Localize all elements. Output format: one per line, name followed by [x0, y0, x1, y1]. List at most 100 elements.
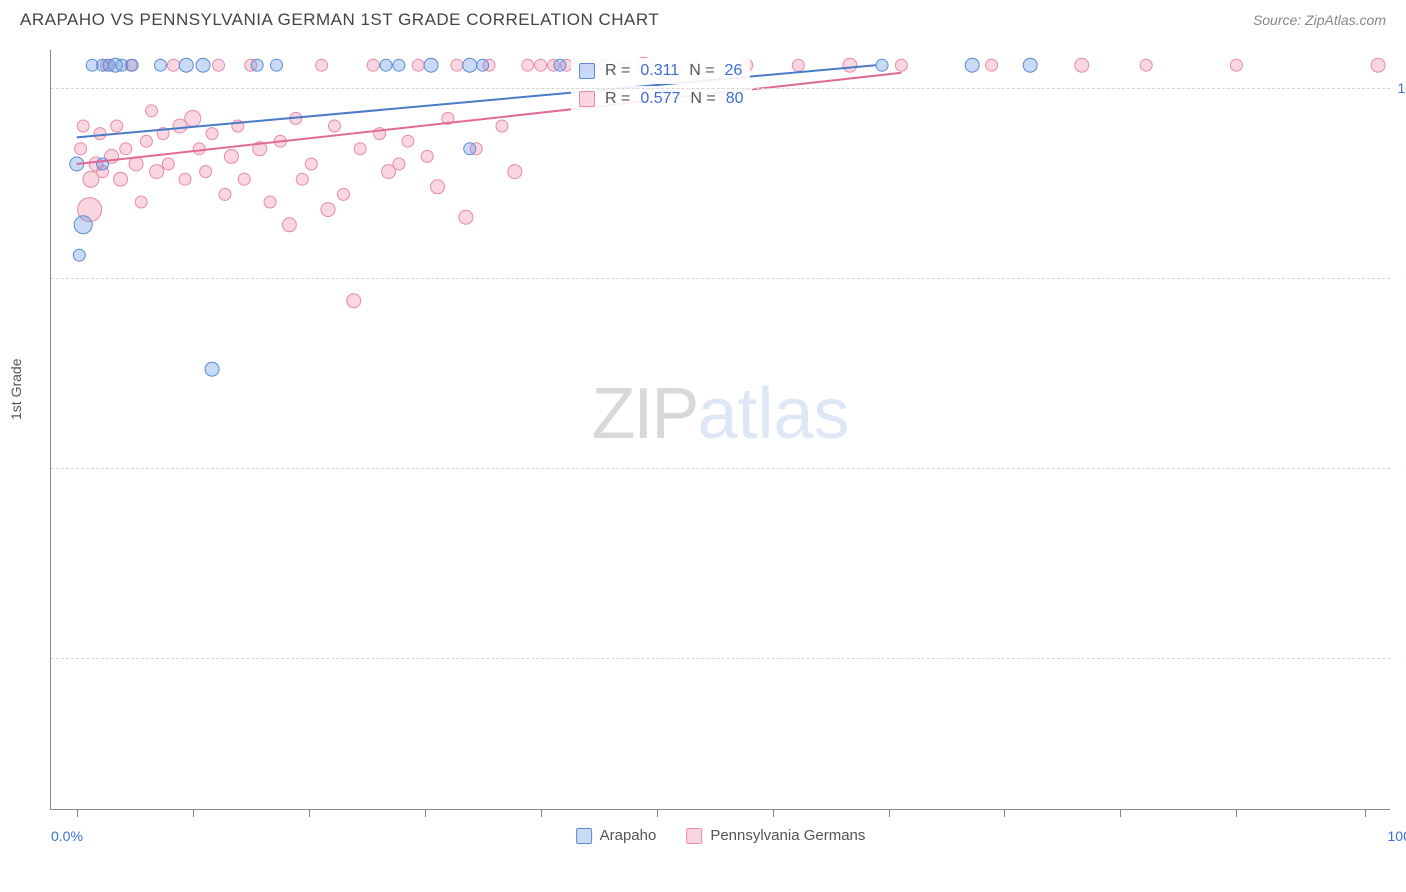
data-point [251, 59, 263, 71]
data-point [1023, 58, 1037, 72]
data-point [73, 249, 85, 261]
data-point [367, 59, 379, 71]
data-point [135, 196, 147, 208]
data-point [296, 173, 308, 185]
data-point [347, 294, 361, 308]
x-tick [1004, 809, 1005, 817]
stat-r-label: R = [605, 62, 630, 80]
data-point [155, 59, 167, 71]
legend-item-a: Arapaho [576, 827, 657, 844]
x-tick [425, 809, 426, 817]
data-point [75, 143, 87, 155]
data-point [965, 58, 979, 72]
data-point [270, 59, 282, 71]
x-tick [541, 809, 542, 817]
data-point [74, 216, 92, 234]
stat-n-value-b: 80 [726, 90, 744, 108]
data-point [354, 143, 366, 155]
data-point [206, 128, 218, 140]
data-point [146, 105, 158, 117]
data-point [120, 143, 132, 155]
data-point [200, 166, 212, 178]
data-point [535, 59, 547, 71]
data-point [126, 59, 138, 71]
swatch-b-icon [686, 828, 702, 844]
data-point [213, 59, 225, 71]
data-point [1075, 58, 1089, 72]
plot-area: ZIPatlas R = 0.311 N = 26 R = 0.577 N = … [50, 50, 1390, 810]
data-point [424, 58, 438, 72]
data-point [316, 59, 328, 71]
x-tick [1365, 809, 1366, 817]
x-tick [657, 809, 658, 817]
data-point [986, 59, 998, 71]
data-point [402, 135, 414, 147]
data-point [431, 180, 445, 194]
data-point [193, 143, 205, 155]
stat-r-value-a: 0.311 [640, 62, 679, 80]
data-point [114, 172, 128, 186]
data-point [337, 188, 349, 200]
chart-source: Source: ZipAtlas.com [1253, 12, 1386, 28]
x-tick [193, 809, 194, 817]
data-point [451, 59, 463, 71]
y-axis-label: 1st Grade [8, 359, 24, 420]
data-point [1230, 59, 1242, 71]
data-point [282, 218, 296, 232]
data-point [393, 158, 405, 170]
data-point [393, 59, 405, 71]
data-point [224, 149, 238, 163]
stat-n-label: N = [689, 62, 714, 80]
x-axis-max-label: 100.0% [1388, 828, 1406, 844]
legend: Arapaho Pennsylvania Germans [576, 827, 866, 844]
data-point [150, 165, 164, 179]
x-axis-min-label: 0.0% [51, 828, 83, 844]
stats-series-a: R = 0.311 N = 26 [571, 58, 750, 84]
data-point [94, 128, 106, 140]
gridline [51, 468, 1390, 469]
data-point [496, 120, 508, 132]
data-point [264, 196, 276, 208]
data-point [179, 58, 193, 72]
stat-r-value-b: 0.577 [640, 90, 680, 108]
data-point [380, 59, 392, 71]
data-point [463, 58, 477, 72]
stat-r-label: R = [605, 90, 630, 108]
data-point [843, 58, 857, 72]
data-point [328, 120, 340, 132]
x-tick [1236, 809, 1237, 817]
data-point [205, 362, 219, 376]
gridline [51, 88, 1390, 89]
trend-line [77, 65, 876, 137]
data-point [522, 59, 534, 71]
data-point [162, 158, 174, 170]
data-point [219, 188, 231, 200]
x-tick [889, 809, 890, 817]
data-point [464, 143, 476, 155]
data-point [305, 158, 317, 170]
x-tick [1120, 809, 1121, 817]
data-point [196, 58, 210, 72]
data-point [179, 173, 191, 185]
gridline [51, 278, 1390, 279]
stats-series-b: R = 0.577 N = 80 [571, 86, 752, 112]
x-tick [77, 809, 78, 817]
data-point [111, 120, 123, 132]
swatch-a-icon [579, 63, 595, 79]
data-point [876, 59, 888, 71]
scatter-plot-svg [51, 50, 1390, 809]
data-point [1140, 59, 1152, 71]
data-point [1371, 58, 1385, 72]
data-point [459, 210, 473, 224]
legend-label-b: Pennsylvania Germans [710, 827, 865, 844]
data-point [895, 59, 907, 71]
swatch-b-icon [579, 91, 595, 107]
legend-item-b: Pennsylvania Germans [686, 827, 865, 844]
x-tick [309, 809, 310, 817]
data-point [129, 157, 143, 171]
chart-title: ARAPAHO VS PENNSYLVANIA GERMAN 1ST GRADE… [20, 10, 659, 30]
stat-n-label: N = [690, 90, 715, 108]
data-point [238, 173, 250, 185]
data-point [140, 135, 152, 147]
stat-n-value-a: 26 [725, 62, 743, 80]
